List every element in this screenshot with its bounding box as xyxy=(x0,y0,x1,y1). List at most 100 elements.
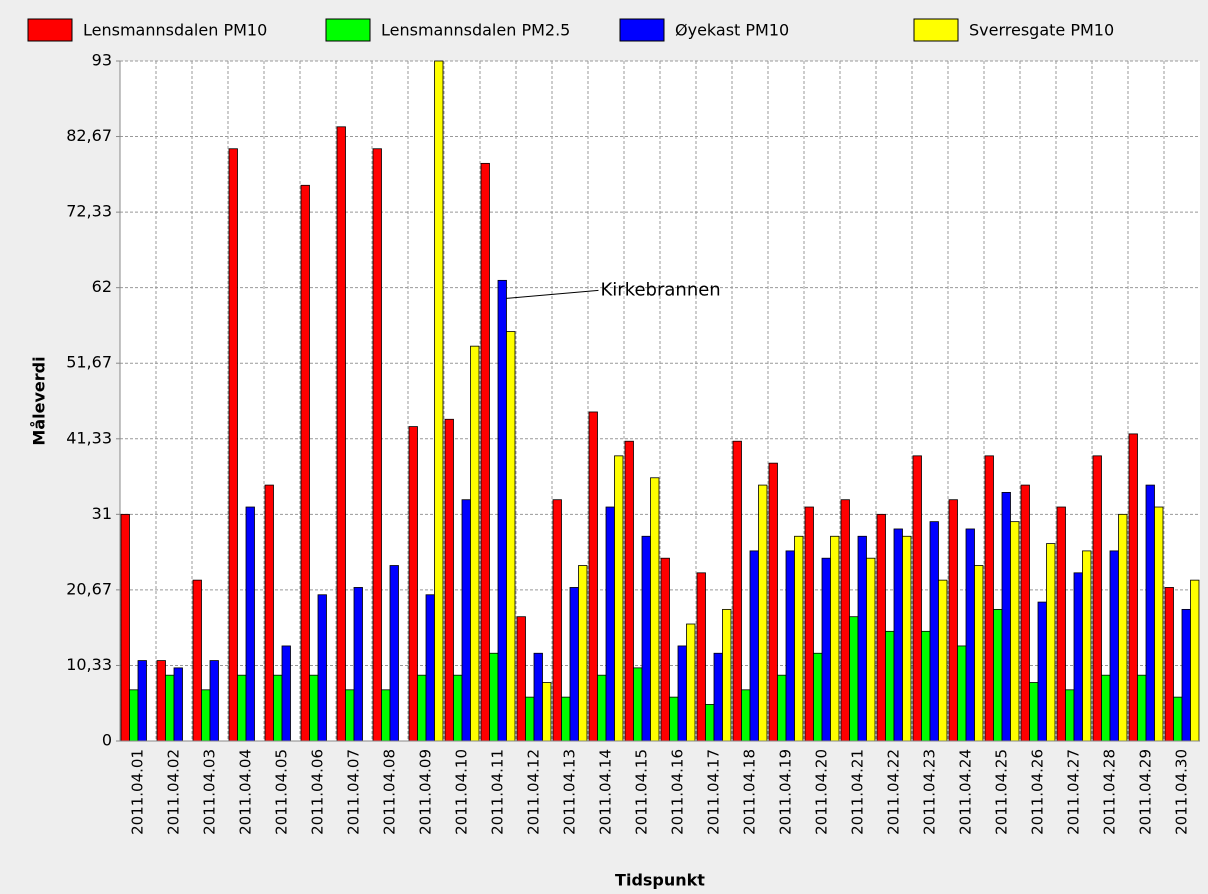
bar xyxy=(624,440,634,742)
bar xyxy=(804,506,814,742)
bar xyxy=(1101,674,1111,742)
bar xyxy=(552,499,562,742)
bar xyxy=(533,652,543,742)
bar xyxy=(120,513,130,742)
bar xyxy=(705,704,715,742)
x-tick-label: 2011.04.10 xyxy=(453,749,471,835)
bar xyxy=(813,652,823,742)
bar xyxy=(1092,455,1102,742)
y-tick-label: 51,67 xyxy=(66,353,112,372)
x-tick-label: 2011.04.13 xyxy=(561,749,579,835)
bar xyxy=(758,484,768,742)
bar xyxy=(381,689,391,742)
bar xyxy=(1010,521,1020,742)
bar xyxy=(228,148,238,742)
bar xyxy=(614,455,624,742)
bar xyxy=(309,674,319,742)
y-tick-label: 20,67 xyxy=(66,579,112,598)
bar xyxy=(1154,506,1164,742)
bar xyxy=(497,279,507,742)
bar xyxy=(732,440,742,742)
bar xyxy=(650,477,660,742)
bar xyxy=(885,630,895,742)
x-tick-label: 2011.04.14 xyxy=(597,749,615,835)
bar xyxy=(417,674,427,742)
bar xyxy=(525,696,535,742)
bar xyxy=(264,484,274,742)
bar xyxy=(921,630,931,742)
x-tick-label: 2011.04.07 xyxy=(345,749,363,835)
bar xyxy=(1190,579,1200,742)
x-tick-label: 2011.04.30 xyxy=(1173,749,1191,835)
bar xyxy=(1109,550,1119,742)
bar xyxy=(830,535,840,742)
x-tick-label: 2011.04.19 xyxy=(777,749,795,835)
bar xyxy=(461,499,471,742)
bar xyxy=(840,499,850,742)
bar xyxy=(929,521,939,742)
bar xyxy=(912,455,922,742)
bar xyxy=(506,331,516,742)
bar xyxy=(336,126,346,742)
bar xyxy=(785,550,795,742)
bar xyxy=(713,652,723,742)
bar xyxy=(209,660,219,742)
bar xyxy=(696,572,706,742)
bar xyxy=(129,689,139,742)
x-tick-label: 2011.04.25 xyxy=(993,749,1011,835)
bar xyxy=(686,623,696,742)
y-tick-label: 10,33 xyxy=(66,655,112,674)
x-tick-label: 2011.04.20 xyxy=(813,749,831,835)
bar xyxy=(165,674,175,742)
bar xyxy=(201,689,211,742)
y-tick-label: 82,67 xyxy=(66,126,112,145)
bar xyxy=(957,645,967,742)
bar xyxy=(677,645,687,742)
bar xyxy=(156,660,166,742)
bar xyxy=(984,455,994,742)
bar xyxy=(425,594,435,742)
bar xyxy=(345,689,355,742)
bar xyxy=(408,426,418,742)
bar xyxy=(641,535,651,742)
bar xyxy=(1082,550,1092,742)
bar xyxy=(965,528,975,742)
bar xyxy=(794,535,804,742)
x-tick-label: 2011.04.22 xyxy=(885,749,903,835)
x-tick-label: 2011.04.23 xyxy=(921,749,939,835)
bar xyxy=(821,557,831,742)
bar xyxy=(741,689,751,742)
x-tick-label: 2011.04.03 xyxy=(201,749,219,835)
annotation: Kirkebrannen xyxy=(601,279,721,300)
bar xyxy=(273,674,283,742)
bar xyxy=(245,506,255,742)
bar xyxy=(237,674,247,742)
bar xyxy=(542,682,552,742)
y-tick-label: 0 xyxy=(102,731,112,750)
bar xyxy=(1020,484,1030,742)
bar xyxy=(597,674,607,742)
bar xyxy=(1056,506,1066,742)
bar xyxy=(1046,543,1056,742)
legend-swatch xyxy=(325,18,371,42)
bar xyxy=(1029,682,1039,742)
bar xyxy=(444,418,454,742)
x-tick-label: 2011.04.27 xyxy=(1065,749,1083,835)
bar xyxy=(633,667,643,742)
bar xyxy=(857,535,867,742)
y-tick-label: 31 xyxy=(92,504,112,523)
bar xyxy=(749,550,759,742)
bar xyxy=(192,579,202,742)
y-axis-label: Måleverdi xyxy=(30,356,49,445)
bar xyxy=(281,645,291,742)
bar xyxy=(516,616,526,742)
annotation-line xyxy=(506,289,599,299)
bar xyxy=(1181,608,1191,742)
y-tick-label: 93 xyxy=(92,51,112,70)
x-axis-label: Tidspunkt xyxy=(615,871,705,890)
bar xyxy=(453,674,463,742)
bar xyxy=(137,660,147,742)
x-tick-label: 2011.04.01 xyxy=(129,749,147,835)
x-tick-label: 2011.04.26 xyxy=(1029,749,1047,835)
